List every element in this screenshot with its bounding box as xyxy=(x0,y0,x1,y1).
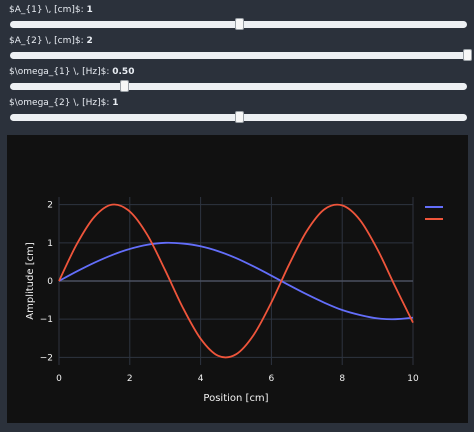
slider-omega1: $\omega_{1} \, [Hz]$: 0.50 xyxy=(9,66,469,96)
slider-omega1-thumb[interactable] xyxy=(120,80,130,92)
slider-a1-label: $A_{1} \, [cm]$: 1 xyxy=(9,4,93,16)
x-tick-label: 4 xyxy=(198,374,204,384)
x-tick-label: 10 xyxy=(407,374,419,384)
slider-a2-label-text: $A_{2} \, [cm]$: xyxy=(9,36,84,46)
slider-a1-label-text: $A_{1} \, [cm]$: xyxy=(9,5,84,15)
y-tick-label: 2 xyxy=(47,201,53,211)
slider-a2-label: $A_{2} \, [cm]$: 2 xyxy=(9,35,93,47)
slider-omega2-label: $\omega_{2} \, [Hz]$: 1 xyxy=(9,97,119,109)
y-tick-label: 1 xyxy=(47,239,53,249)
x-tick-label: 2 xyxy=(127,374,133,384)
slider-a2-value: 2 xyxy=(86,36,93,46)
slider-omega2-label-text: $\omega_{2} \, [Hz]$: xyxy=(9,98,110,108)
x-tick-label: 0 xyxy=(56,374,62,384)
y-axis-label: Amplitude [cm] xyxy=(25,242,36,320)
series-1-line[interactable] xyxy=(58,241,414,321)
slider-a1-value: 1 xyxy=(86,5,93,15)
slider-omega1-value: 0.50 xyxy=(112,67,135,77)
slider-omega1-track[interactable] xyxy=(10,83,467,90)
slider-a1: $A_{1} \, [cm]$: 1 xyxy=(9,4,469,34)
slider-a1-thumb[interactable] xyxy=(234,18,244,30)
slider-omega2-thumb[interactable] xyxy=(234,111,244,123)
slider-omega2: $\omega_{2} \, [Hz]$: 1 xyxy=(9,97,469,127)
slider-a2: $A_{2} \, [cm]$: 2 xyxy=(9,35,472,65)
y-tick-label: −1 xyxy=(40,315,53,325)
controls-panel: $A_{1} \, [cm]$: 1 $A_{2} \, [cm]$: 2 $\… xyxy=(0,0,474,131)
x-tick-label: 6 xyxy=(269,374,275,384)
slider-omega2-value: 1 xyxy=(112,98,119,108)
plot-area[interactable]: 0 2 4 6 8 10 −2 −1 0 1 2 Position [cm] Amplitude [cm… xyxy=(7,135,468,423)
slider-a2-thumb[interactable] xyxy=(463,49,472,61)
x-axis-label: Position [cm] xyxy=(203,393,268,404)
slider-omega1-label: $\omega_{1} \, [Hz]$: 0.50 xyxy=(9,66,134,78)
x-tick-label: 8 xyxy=(339,374,345,384)
series-2-line[interactable] xyxy=(58,203,414,359)
slider-a2-track[interactable] xyxy=(10,52,467,59)
y-tick-label: 0 xyxy=(47,277,53,287)
slider-omega1-label-text: $\omega_{1} \, [Hz]$: xyxy=(9,67,110,77)
line-chart[interactable]: 0 2 4 6 8 10 −2 −1 0 1 2 Position [cm] Amplitude [cm… xyxy=(7,135,468,423)
y-tick-label: −2 xyxy=(40,353,53,363)
